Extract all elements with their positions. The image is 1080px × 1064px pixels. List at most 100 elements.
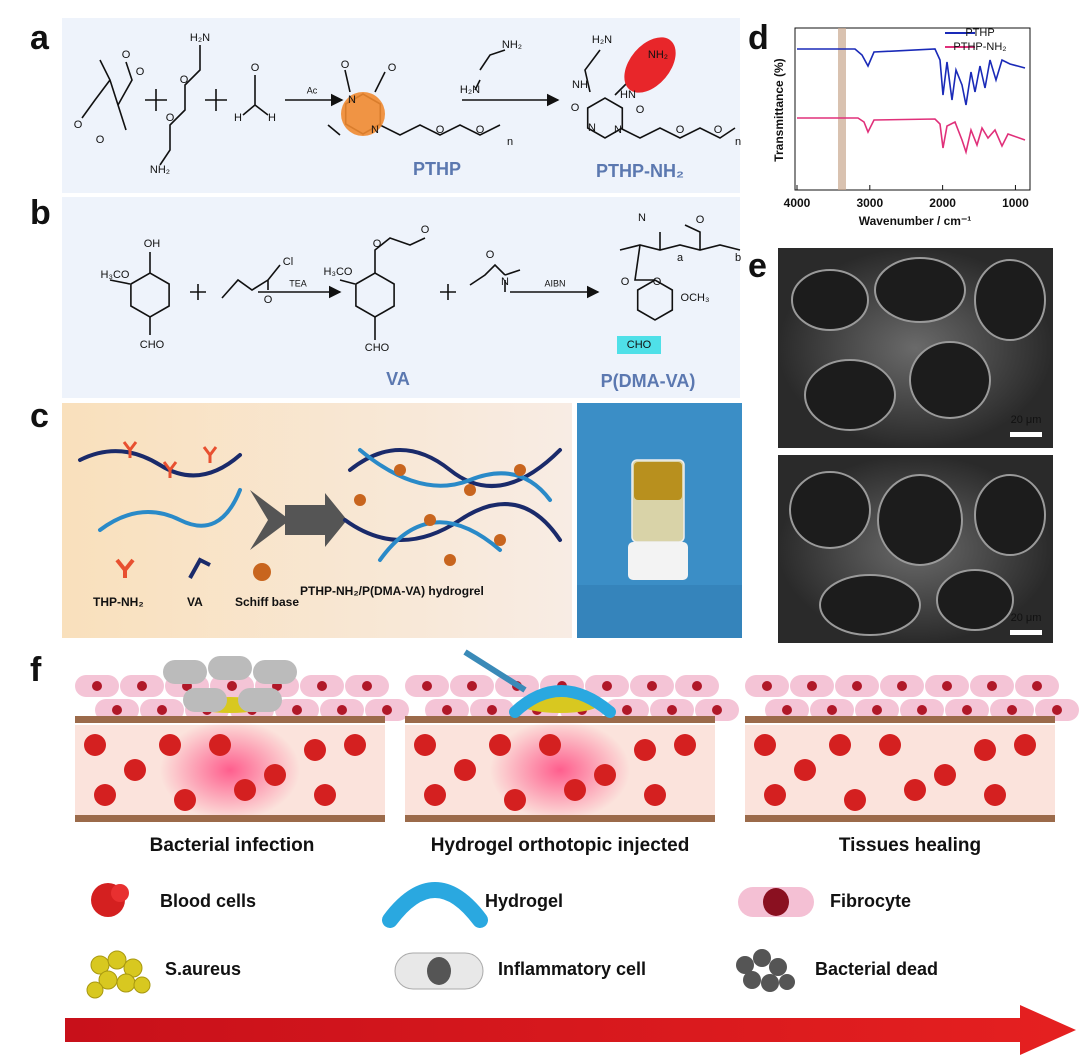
- schiff-icon: [253, 563, 271, 581]
- bond: [159, 45, 201, 166]
- legend-label: Blood cells: [160, 891, 256, 911]
- blood-cell: [489, 734, 511, 756]
- chain: [358, 448, 552, 502]
- nucleus: [762, 681, 772, 691]
- scale-bar: 20 μm: [1011, 612, 1042, 624]
- schiff-node: [514, 464, 526, 476]
- reagent: Ac: [307, 85, 318, 95]
- polymer-chains: [78, 441, 562, 581]
- blood-cell: [829, 734, 851, 756]
- blood-cell: [844, 789, 866, 811]
- atom-label: NH₂: [150, 164, 170, 176]
- bond: [339, 237, 521, 340]
- nucleus: [667, 705, 677, 715]
- atom-label: O: [714, 124, 723, 136]
- panel-label: a: [30, 19, 50, 57]
- atom-label: O: [486, 249, 495, 261]
- blood-cell: [764, 784, 786, 806]
- atom-label: O: [122, 49, 131, 61]
- membrane: [745, 716, 1055, 723]
- atom-label: O: [96, 134, 105, 146]
- blood-cell: [564, 779, 586, 801]
- legend-label: Schiff base: [235, 595, 299, 609]
- blood-cell: [794, 759, 816, 781]
- chain: [78, 449, 242, 478]
- blood-cell: [644, 784, 666, 806]
- x-tick-label: 3000: [856, 196, 883, 210]
- nucleus: [917, 705, 927, 715]
- blood-cell: [504, 789, 526, 811]
- atom-label: O: [388, 62, 397, 74]
- reagent: AIBN: [544, 278, 565, 288]
- atom-label: O: [180, 74, 189, 86]
- ring: [636, 279, 674, 321]
- atom-label: Cl: [283, 256, 293, 268]
- nucleus: [987, 681, 997, 691]
- reagent: TEA: [289, 278, 307, 288]
- bond: [81, 59, 133, 131]
- blood-cell: [344, 734, 366, 756]
- atom-label: O: [653, 276, 662, 288]
- nucleus: [962, 705, 972, 715]
- mixing-arrow: [285, 493, 347, 547]
- chain: [343, 502, 562, 542]
- atom-label: NH₂: [648, 49, 668, 61]
- thp-icon: [122, 441, 138, 458]
- blood-cell: [304, 739, 326, 761]
- stage-caption: Hydrogel orthotopic injected: [431, 835, 690, 856]
- x-tick-label: 2000: [929, 196, 956, 210]
- atom-label: O: [476, 124, 485, 136]
- nucleus: [487, 705, 497, 715]
- atom-label: H₂N: [592, 34, 612, 46]
- atom-label: H: [268, 112, 276, 124]
- spectrum-pthp: [797, 48, 1026, 106]
- blood-cell: [84, 734, 106, 756]
- nucleus: [137, 681, 147, 691]
- blood-cell: [754, 734, 776, 756]
- legend-label: Bacterial dead: [815, 959, 938, 979]
- syringe: [463, 649, 527, 693]
- inflammatory-cell: [253, 660, 297, 684]
- legend-label: Inflammatory cell: [498, 959, 646, 979]
- nucleus: [1007, 705, 1017, 715]
- plot-frame: [794, 27, 1031, 191]
- schiff-node: [424, 514, 436, 526]
- schiff-node: [494, 534, 506, 546]
- atom-label: CHO: [365, 342, 390, 354]
- blood-cell: [94, 784, 116, 806]
- atom-label: NH₂: [502, 39, 522, 51]
- atom-label: O: [373, 238, 382, 250]
- blood-cell: [174, 789, 196, 811]
- legend-label: Fibrocyte: [830, 891, 911, 911]
- schiff-node: [464, 484, 476, 496]
- chain: [98, 488, 242, 532]
- x-tick-label: 1000: [1002, 196, 1029, 210]
- panel-label: c: [30, 397, 49, 435]
- nucleus: [1032, 681, 1042, 691]
- blood-cell: [1014, 734, 1036, 756]
- sem-images: [778, 248, 1053, 643]
- nucleus: [712, 705, 722, 715]
- membrane: [75, 716, 385, 723]
- tissue-bg: [745, 725, 1055, 817]
- blood-cell: [424, 784, 446, 806]
- atom-label: N: [638, 212, 646, 224]
- nucleus: [897, 681, 907, 691]
- panel-label: d: [748, 19, 769, 57]
- blood-cell: [159, 734, 181, 756]
- legend-label: PTHP: [965, 27, 994, 39]
- nucleus: [872, 705, 882, 715]
- nucleus: [337, 705, 347, 715]
- membrane: [405, 815, 715, 822]
- x-tick-label: 4000: [784, 196, 811, 210]
- panel-b-bg: [62, 197, 740, 398]
- bond: [619, 224, 741, 281]
- f-legend-icons: [86, 882, 814, 999]
- blood-cell: [264, 764, 286, 786]
- stage-caption: Bacterial infection: [150, 835, 315, 856]
- atom-label: n: [507, 136, 513, 148]
- nucleus: [442, 705, 452, 715]
- blood-cell: [314, 784, 336, 806]
- atom-label: H₃CO: [101, 269, 130, 281]
- nucleus: [92, 681, 102, 691]
